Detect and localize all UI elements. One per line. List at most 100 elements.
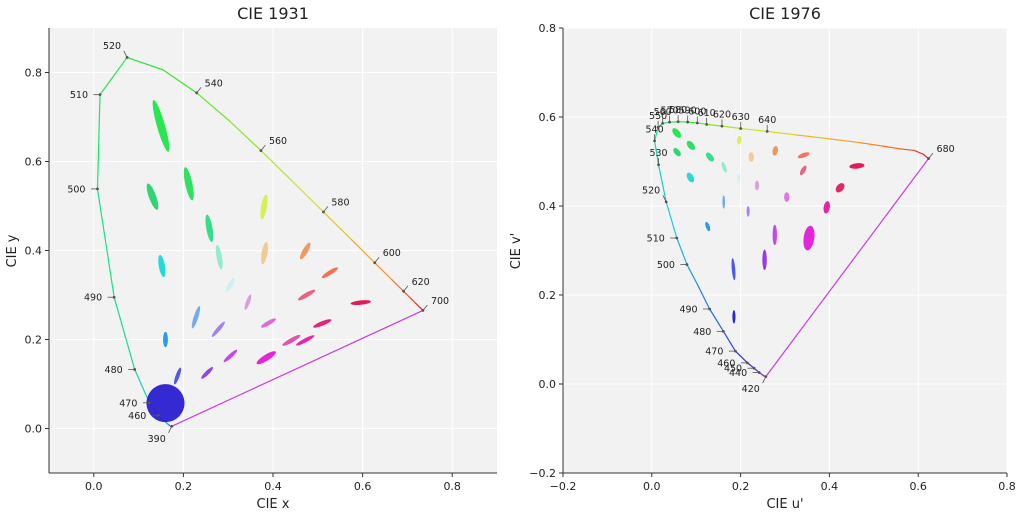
- color-ellipse: [749, 152, 754, 162]
- wavelength-label: 580: [331, 197, 349, 208]
- wavelength-marker: [705, 123, 708, 126]
- wavelength-label: 420: [742, 384, 760, 395]
- color-ellipse: [755, 181, 759, 191]
- wavelength-label: 520: [103, 41, 121, 52]
- x-tick-label: 0.8: [998, 480, 1016, 493]
- wavelength-marker: [753, 367, 756, 370]
- wavelength-marker: [722, 330, 725, 333]
- wavelength-label: 480: [105, 365, 123, 376]
- wavelength-marker: [686, 263, 689, 266]
- color-ellipse: [762, 250, 766, 270]
- wavelength-marker: [739, 127, 742, 130]
- wavelength-marker: [126, 56, 129, 59]
- wavelength-marker: [686, 121, 689, 124]
- color-ellipse: [163, 332, 168, 347]
- wavelength-marker: [696, 122, 699, 125]
- wavelength-marker: [373, 261, 376, 264]
- y-tick-label: 0.0: [539, 378, 557, 391]
- wavelength-marker: [133, 368, 136, 371]
- y-tick-label: 0.4: [25, 245, 43, 258]
- wavelength-marker: [668, 121, 671, 124]
- color-ellipse: [737, 174, 740, 182]
- wavelength-marker: [422, 309, 425, 312]
- wavelength-marker: [99, 93, 102, 96]
- x-tick-label: 0.4: [821, 480, 839, 493]
- wavelength-marker: [322, 211, 325, 214]
- wavelength-marker: [665, 200, 668, 203]
- wavelength-label: 680: [937, 144, 955, 155]
- wavelength-marker: [148, 401, 151, 404]
- wavelength-marker: [675, 237, 678, 240]
- wavelength-label: 640: [758, 115, 776, 126]
- color-ellipse: [784, 192, 789, 202]
- wavelength-label: 490: [84, 293, 102, 304]
- y-tick-label: 0.6: [25, 156, 43, 169]
- wavelength-label: 560: [269, 136, 287, 147]
- wavelength-label: 470: [705, 347, 723, 358]
- x-tick-label: 0.2: [732, 480, 750, 493]
- x-tick-label: 0.8: [443, 480, 461, 493]
- wavelength-marker: [746, 361, 749, 364]
- wavelength-marker: [764, 375, 767, 378]
- color-ellipse: [732, 310, 735, 323]
- wavelength-marker: [195, 91, 198, 94]
- wavelength-marker: [113, 296, 116, 299]
- chart-title-cie-1931: CIE 1931: [237, 4, 309, 23]
- wavelength-marker: [402, 290, 405, 293]
- wavelength-marker: [657, 126, 660, 129]
- y-axis-label-cie-1931: CIE y: [5, 234, 20, 267]
- y-tick-label: 0.2: [539, 289, 557, 302]
- wavelength-label: 620: [412, 277, 430, 288]
- wavelength-label: 520: [642, 185, 660, 196]
- wavelength-marker: [661, 122, 664, 125]
- x-tick-label: 0.0: [643, 480, 661, 493]
- wavelength-label: 460: [128, 411, 146, 422]
- wavelength-label: 490: [679, 304, 697, 315]
- wavelength-marker: [260, 149, 263, 152]
- wavelength-label: 500: [657, 260, 675, 271]
- wavelength-label: 470: [119, 398, 137, 409]
- wavelength-label: 700: [431, 296, 449, 307]
- y-tick-label: 0.2: [25, 334, 43, 347]
- y-tick-label: 0.0: [25, 423, 43, 436]
- x-axis-label-cie-1976: CIE u': [766, 497, 803, 512]
- wavelength-label: 510: [647, 233, 665, 244]
- wavelength-label: 460: [717, 358, 735, 369]
- y-tick-label: 0.4: [539, 200, 557, 213]
- wavelength-marker: [927, 157, 930, 160]
- wavelength-label: 390: [148, 434, 166, 445]
- wavelength-marker: [677, 120, 680, 123]
- wavelength-label: 620: [713, 110, 731, 121]
- wavelength-marker: [766, 130, 769, 133]
- plot-area: [563, 28, 1007, 473]
- wavelength-label: 500: [67, 184, 85, 195]
- wavelength-label: 530: [649, 148, 667, 159]
- x-axis-label-cie-1931: CIE x: [257, 497, 290, 512]
- wavelength-label: 600: [383, 248, 401, 259]
- wavelength-label: 540: [205, 78, 223, 89]
- wavelength-marker: [758, 371, 761, 374]
- x-tick-label: 0.6: [354, 480, 372, 493]
- wavelength-marker: [96, 188, 99, 191]
- x-tick-label: 0.6: [909, 480, 927, 493]
- x-tick-label: −0.2: [550, 480, 577, 493]
- y-tick-label: 0.8: [539, 22, 557, 35]
- wavelength-marker: [708, 308, 711, 311]
- wavelength-marker: [721, 125, 724, 128]
- wavelength-label: 480: [693, 327, 711, 338]
- wavelength-label: 510: [70, 90, 88, 101]
- y-tick-label: 0.6: [539, 111, 557, 124]
- wavelength-marker: [653, 139, 656, 142]
- color-ellipse: [747, 206, 750, 217]
- x-tick-label: 0.4: [264, 480, 282, 493]
- wavelength-marker: [170, 425, 173, 428]
- wavelength-label: 540: [646, 124, 664, 135]
- color-ellipse: [722, 195, 725, 208]
- wavelength-label: 630: [732, 112, 750, 123]
- x-tick-label: 0.2: [175, 480, 193, 493]
- chart-title-cie-1976: CIE 1976: [749, 4, 821, 23]
